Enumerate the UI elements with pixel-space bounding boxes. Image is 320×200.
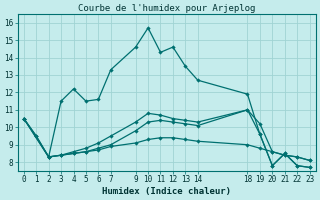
Title: Courbe de l'humidex pour Arjeplog: Courbe de l'humidex pour Arjeplog [78,4,255,13]
X-axis label: Humidex (Indice chaleur): Humidex (Indice chaleur) [102,187,231,196]
